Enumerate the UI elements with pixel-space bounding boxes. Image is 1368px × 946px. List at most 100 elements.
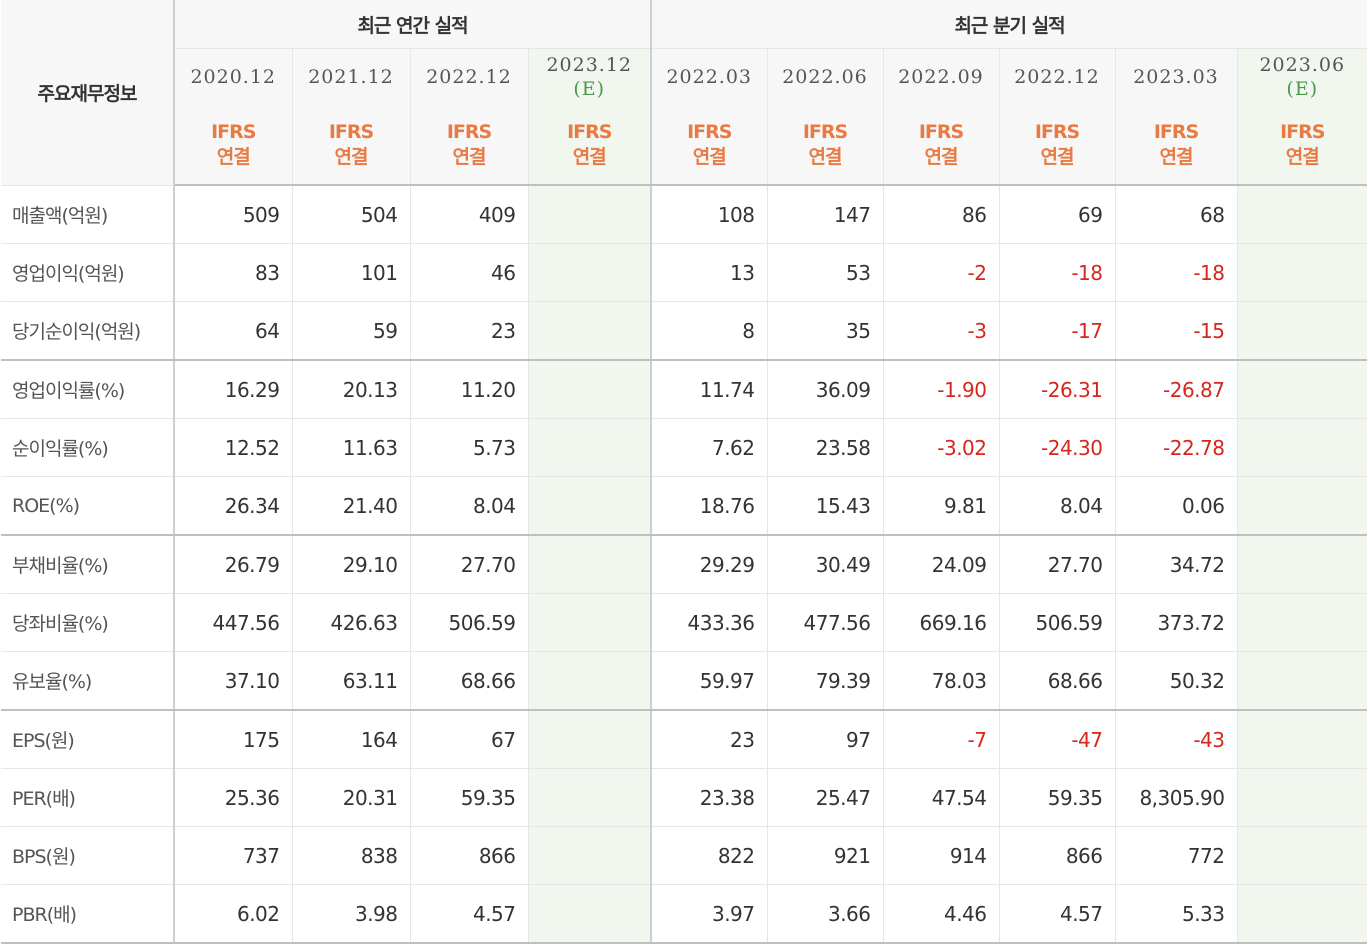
basis-ifrs: IFRS <box>918 120 964 143</box>
row-label: 부채비율(%) <box>1 535 175 594</box>
value-cell: 26.79 <box>174 535 292 594</box>
value-cell <box>527 826 651 885</box>
value-cell: 866 <box>998 826 1115 885</box>
value-cell <box>1236 826 1368 885</box>
value-cell: 53 <box>766 243 883 302</box>
value-cell <box>1236 301 1368 361</box>
value-cell: 101 <box>291 243 410 302</box>
basis-ifrs: IFRS <box>328 120 374 143</box>
value-cell <box>1236 651 1368 711</box>
period-header: 2022.06 <box>766 48 883 105</box>
table-row: 유보율(%) 37.10 63.11 68.66 59.97 79.39 78.03 68.6… <box>1 651 1368 711</box>
basis-ifrs: IFRS <box>1153 120 1199 143</box>
value-cell <box>527 535 651 594</box>
row-label: 유보율(%) <box>1 651 175 711</box>
value-cell: 59 <box>291 301 410 361</box>
value-cell: -26.87 <box>1114 360 1237 419</box>
value-cell: 147 <box>766 185 883 244</box>
table-row: 당기순이익(억원) 64 59 23 8 35 -3 -17 -15 <box>1 301 1368 361</box>
value-cell: -3 <box>882 301 999 361</box>
value-cell <box>1236 593 1368 652</box>
value-cell: 23 <box>409 301 528 361</box>
value-cell: 24.09 <box>882 535 999 594</box>
value-cell: 23.38 <box>650 768 767 827</box>
row-label: 당기순이익(억원) <box>1 301 175 361</box>
value-cell: -15 <box>1114 301 1237 361</box>
period-date: 2023.12 <box>546 54 633 76</box>
basis-consolidated: 연결 <box>452 145 487 168</box>
value-cell: -3.02 <box>882 418 999 477</box>
row-label: 매출액(억원) <box>1 185 175 244</box>
value-cell: 373.72 <box>1114 593 1237 652</box>
value-cell: 506.59 <box>998 593 1115 652</box>
value-cell: 5.73 <box>409 418 528 477</box>
value-cell: 914 <box>882 826 999 885</box>
value-cell: 4.57 <box>998 884 1115 944</box>
table-row: 영업이익(억원) 83 101 46 13 53 -2 -18 -18 <box>1 243 1368 302</box>
basis-consolidated: 연결 <box>692 145 727 168</box>
accounting-basis: IFRS 연결 <box>527 105 651 186</box>
value-cell: 27.70 <box>998 535 1115 594</box>
value-cell: 59.35 <box>998 768 1115 827</box>
value-cell: 3.98 <box>291 884 410 944</box>
basis-consolidated: 연결 <box>924 145 959 168</box>
value-cell: 34.72 <box>1114 535 1237 594</box>
value-cell: 175 <box>174 710 292 769</box>
value-cell: 79.39 <box>766 651 883 711</box>
value-cell: 866 <box>409 826 528 885</box>
period-date: 2023.06 <box>1259 54 1346 76</box>
value-cell <box>527 360 651 419</box>
period-date: 2022.12 <box>1014 66 1100 88</box>
value-cell: 447.56 <box>174 593 292 652</box>
basis-ifrs: IFRS <box>446 120 492 143</box>
value-cell: 23.58 <box>766 418 883 477</box>
basis-ifrs: IFRS <box>1034 120 1080 143</box>
value-cell: 7.62 <box>650 418 767 477</box>
value-cell: 506.59 <box>409 593 528 652</box>
table-row: 순이익률(%) 12.52 11.63 5.73 7.62 23.58 -3.02 -24.3… <box>1 418 1368 477</box>
value-cell: 504 <box>291 185 410 244</box>
value-cell: 18.76 <box>650 476 767 536</box>
value-cell: 27.70 <box>409 535 528 594</box>
value-cell: 23 <box>650 710 767 769</box>
value-cell: 25.47 <box>766 768 883 827</box>
value-cell: -1.90 <box>882 360 999 419</box>
value-cell: -22.78 <box>1114 418 1237 477</box>
table-row: 영업이익률(%) 16.29 20.13 11.20 11.74 36.09 -1.90 -2… <box>1 360 1368 419</box>
period-header: 2022.09 <box>882 48 999 105</box>
value-cell: 8.04 <box>409 476 528 536</box>
table-row: PBR(배) 6.02 3.98 4.57 3.97 3.66 4.46 4.57 5.33 <box>1 884 1368 944</box>
period-date: 2022.09 <box>898 66 984 88</box>
accounting-basis: IFRS 연결 <box>650 105 767 186</box>
table-row: 당좌비율(%) 447.56 426.63 506.59 433.36 477.56 669… <box>1 593 1368 652</box>
value-cell: 3.66 <box>766 884 883 944</box>
table-row: ROE(%) 26.34 21.40 8.04 18.76 15.43 9.81 8.04 0.… <box>1 476 1368 536</box>
value-cell: 12.52 <box>174 418 292 477</box>
row-label: 영업이익률(%) <box>1 360 175 419</box>
value-cell <box>1236 360 1368 419</box>
value-cell: 921 <box>766 826 883 885</box>
value-cell: 477.56 <box>766 593 883 652</box>
basis-consolidated: 연결 <box>334 145 369 168</box>
accounting-basis: IFRS 연결 <box>998 105 1115 186</box>
value-cell: 426.63 <box>291 593 410 652</box>
accounting-basis: IFRS 연결 <box>766 105 883 186</box>
value-cell: 83 <box>174 243 292 302</box>
value-cell: 0.06 <box>1114 476 1237 536</box>
value-cell: 68 <box>1114 185 1237 244</box>
period-header: 2021.12 <box>291 48 410 105</box>
value-cell: 16.29 <box>174 360 292 419</box>
quarter-group-header: 최근 분기 실적 <box>649 0 1368 49</box>
value-cell: 59.35 <box>409 768 528 827</box>
value-cell <box>527 884 651 944</box>
value-cell: 8.04 <box>998 476 1115 536</box>
value-cell: 737 <box>174 826 292 885</box>
value-cell: 86 <box>882 185 999 244</box>
accounting-basis: IFRS 연결 <box>882 105 999 186</box>
value-cell: -43 <box>1114 710 1237 769</box>
value-cell: 509 <box>174 185 292 244</box>
accounting-basis: IFRS 연결 <box>1236 105 1368 186</box>
basis-consolidated: 연결 <box>216 145 251 168</box>
period-header: 2020.12 <box>174 48 292 105</box>
period-date: 2022.12 <box>426 66 512 88</box>
